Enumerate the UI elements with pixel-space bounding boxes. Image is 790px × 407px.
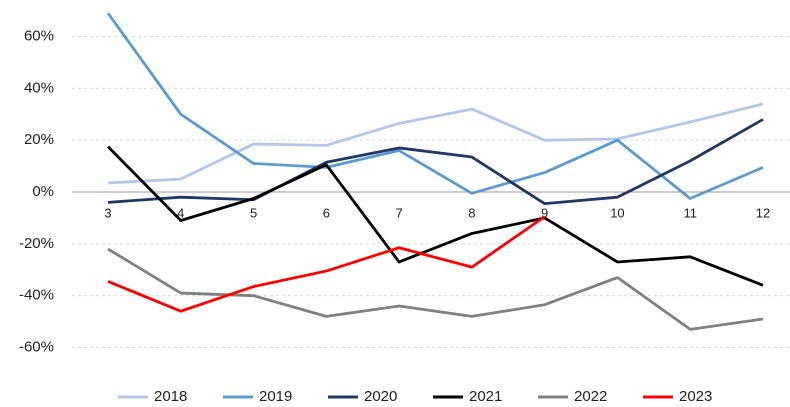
- x-tick-label: 12: [756, 205, 770, 220]
- x-tick-label: 8: [468, 205, 475, 220]
- x-tick-label: 11: [683, 205, 697, 220]
- legend-label: 2022: [574, 388, 607, 405]
- series-line: [107, 247, 764, 331]
- legend-label: 2019: [259, 388, 292, 405]
- legend-label: 2021: [469, 388, 502, 405]
- series-line: [107, 215, 546, 313]
- y-tick-label: 20%: [24, 131, 54, 148]
- x-tick-label: 3: [104, 205, 111, 220]
- series-line: [106, 12, 764, 200]
- legend-label: 2018: [154, 388, 187, 405]
- y-tick-label: -20%: [19, 235, 54, 252]
- x-tick-label: 6: [323, 205, 330, 220]
- y-tick-label: -40%: [19, 287, 54, 304]
- y-tick-label: 40%: [24, 79, 54, 96]
- y-tick-label: -60%: [19, 338, 54, 355]
- y-tick-label: 0%: [32, 183, 54, 200]
- y-tick-label: 60%: [24, 27, 54, 44]
- x-tick-label: 5: [250, 205, 257, 220]
- series-line: [107, 102, 764, 185]
- x-tick-label: 7: [395, 205, 402, 220]
- x-tick-label: 4: [177, 205, 184, 220]
- legend-label: 2020: [364, 388, 397, 405]
- legend-label: 2023: [679, 388, 712, 405]
- x-tick-label: 9: [541, 205, 548, 220]
- series-line: [107, 118, 764, 206]
- x-tick-label: 10: [610, 205, 624, 220]
- series-line: [107, 145, 764, 287]
